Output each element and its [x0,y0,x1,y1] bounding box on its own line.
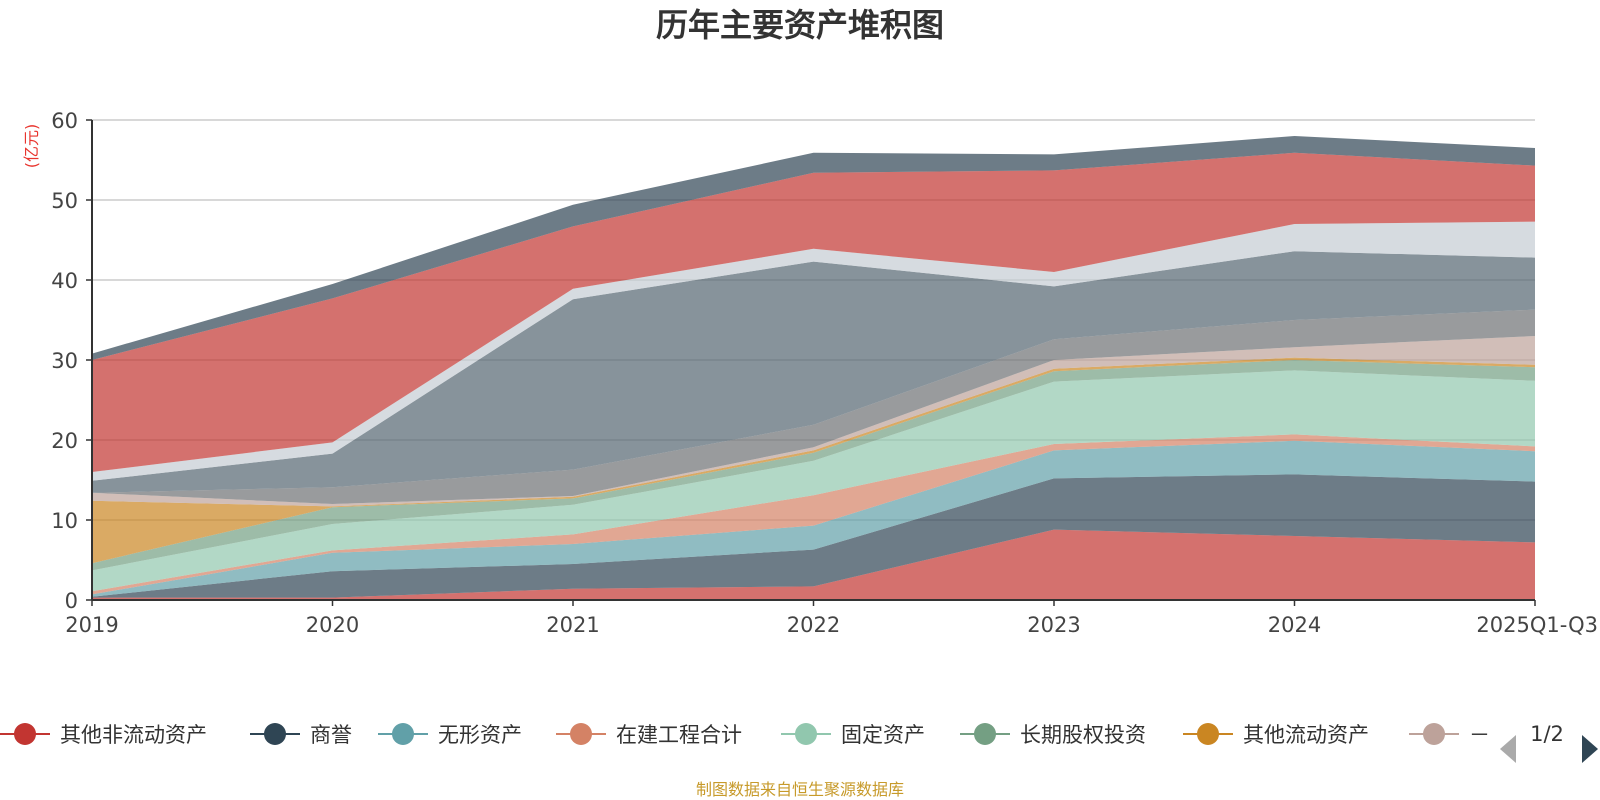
x-tick-label: 2019 [65,613,118,637]
x-tick-label: 2023 [1027,613,1080,637]
legend-item[interactable]: 其他非流动资产 [0,723,207,747]
legend-label: 无形资产 [438,723,522,747]
axes: 0 10 20 30 40 50 60 2019 2020 2021 2022 2023 2024 202… [51,109,1598,637]
chart-title: 历年主要资产堆积图 [656,6,944,44]
x-tick-label: 2025Q1-Q3 [1476,613,1598,637]
area-固定资产[interactable] [92,370,1535,592]
legend-label: 固定资产 [841,723,925,747]
area-在建工程合计[interactable] [92,434,1535,595]
legend-item[interactable]: 其他流动资产 [1183,723,1369,747]
legend-pager[interactable]: 1/2 [1500,722,1598,763]
y-axis-unit-label: (亿元) [22,124,41,169]
legend-label: 其他非流动资产 [60,723,207,747]
legend-item[interactable]: 长期股权投资 [960,723,1146,747]
x-tick-label: 2022 [787,613,840,637]
area-其他非流动资产[interactable] [92,529,1535,600]
y-tick-label: 60 [51,109,78,133]
area-series-10[interactable] [92,251,1535,493]
area-series-group [92,136,1535,600]
legend-item[interactable]: 商誉 [250,723,352,747]
legend-page-indicator: 1/2 [1530,722,1564,746]
legend-label: 商誉 [310,723,352,747]
area-series-11[interactable] [92,221,1535,481]
area-无形资产[interactable] [92,440,1535,597]
legend-label: 在建工程合计 [616,723,742,747]
legend-marker-icon [1423,723,1445,745]
legend-prev-page-icon[interactable] [1500,735,1516,763]
legend-item[interactable]: 在建工程合计 [556,723,742,747]
x-tick-label: 2020 [306,613,359,637]
legend-marker-icon [795,723,817,745]
legend-marker-icon [392,723,414,745]
area-－[interactable] [92,336,1535,507]
legend-marker-icon [14,723,36,745]
y-tick-label: 20 [51,429,78,453]
y-tick-label: 10 [51,509,78,533]
y-tick-label: 40 [51,269,78,293]
legend[interactable]: 其他非流动资产 商誉 无形资产 在建工程合计 固定资产 长期股权投资 其他流动资产 － [0,723,1490,747]
area-series-9[interactable] [92,309,1535,504]
legend-item[interactable]: 无形资产 [378,723,522,747]
legend-next-page-icon[interactable] [1582,735,1598,763]
area-商誉[interactable] [92,474,1535,598]
y-tick-label: 50 [51,189,78,213]
legend-marker-icon [974,723,996,745]
y-tick-label: 30 [51,349,78,373]
legend-label: 其他流动资产 [1243,723,1369,747]
legend-item[interactable]: － [1409,723,1490,747]
legend-item[interactable]: 固定资产 [781,723,925,747]
legend-marker-icon [570,723,592,745]
legend-marker-icon [1197,723,1219,745]
x-tick-label: 2021 [546,613,599,637]
y-tick-label: 0 [65,589,78,613]
x-tick-label: 2024 [1268,613,1321,637]
area-series-12[interactable] [92,152,1535,473]
legend-label: － [1469,723,1490,747]
legend-label: 长期股权投资 [1020,723,1146,747]
legend-marker-icon [264,723,286,745]
data-source-note: 制图数据来自恒生聚源数据库 [696,780,904,799]
